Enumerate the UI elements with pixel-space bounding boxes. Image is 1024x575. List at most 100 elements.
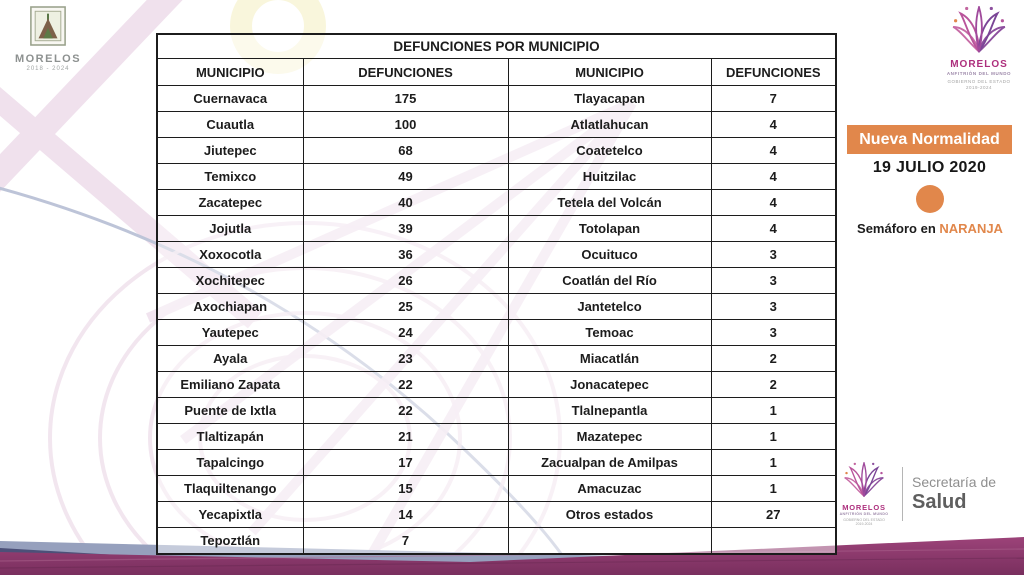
semaforo-value: NARANJA — [939, 221, 1003, 236]
municipio-cell: Cuernavaca — [156, 85, 304, 112]
defunciones-cell: 4 — [710, 215, 837, 242]
brand-gov-line: GOBIERNO DEL ESTADO — [947, 79, 1011, 84]
defunciones-cell: 24 — [302, 319, 509, 346]
brand-name: MORELOS — [950, 59, 1008, 70]
defunciones-cell: 21 — [302, 423, 509, 450]
table-title-row: DEFUNCIONES POR MUNICIPIO — [156, 33, 837, 59]
table-row: Zacatepec 40 Tetela del Volcán 4 — [156, 189, 837, 216]
morelos-brand-logo-footer: MORELOS ANFITRIÓN DEL MUNDO GOBIERNO DEL… — [835, 460, 893, 526]
municipio-cell: Zacualpan de Amilpas — [507, 449, 712, 476]
defunciones-cell: 100 — [302, 111, 509, 138]
col-header-municipio-left: MUNICIPIO — [156, 58, 304, 86]
municipio-cell: Ocuituco — [507, 241, 712, 268]
secretariat-line2: Salud — [912, 491, 967, 513]
municipio-cell: Temoac — [507, 319, 712, 346]
defunciones-cell: 17 — [302, 449, 509, 476]
table-row: Tepoztlán 7 — [156, 527, 837, 555]
table-row: Yautepec 24 Temoac 3 — [156, 319, 837, 346]
municipio-cell: Xoxocotla — [156, 241, 304, 268]
municipio-cell: Otros estados — [507, 501, 712, 528]
municipio-cell: Tlalnepantla — [507, 397, 712, 424]
municipio-cell: Miacatlán — [507, 345, 712, 372]
defunciones-cell: 49 — [302, 163, 509, 190]
defunciones-cell: 22 — [302, 371, 509, 398]
municipio-cell: Axochiapan — [156, 293, 304, 320]
municipio-cell: Jonacatepec — [507, 371, 712, 398]
municipio-cell: Tapalcingo — [156, 449, 304, 476]
municipio-cell — [507, 527, 712, 555]
municipio-cell: Coatetelco — [507, 137, 712, 164]
municipio-cell: Tlaltizapán — [156, 423, 304, 450]
defunciones-cell: 1 — [710, 449, 837, 476]
defunciones-cell: 2 — [710, 345, 837, 372]
municipio-cell: Jantetelco — [507, 293, 712, 320]
municipio-cell: Zacatepec — [156, 189, 304, 216]
municipio-cell: Tetela del Volcán — [507, 189, 712, 216]
defunciones-cell: 39 — [302, 215, 509, 242]
municipio-cell: Jiutepec — [156, 137, 304, 164]
defunciones-cell: 175 — [302, 85, 509, 112]
defunciones-cell: 3 — [710, 241, 837, 268]
municipio-cell: Xochitepec — [156, 267, 304, 294]
municipio-cell: Jojutla — [156, 215, 304, 242]
table-row: Xochitepec 26 Coatlán del Río 3 — [156, 267, 837, 294]
state-seal-name: MORELOS — [14, 53, 82, 65]
secretaria-salud-logo: MORELOS ANFITRIÓN DEL MUNDO GOBIERNO DEL… — [835, 460, 997, 526]
brand-name: MORELOS — [842, 503, 886, 512]
defunciones-cell: 40 — [302, 189, 509, 216]
brand-years: 2019-2024 — [965, 85, 993, 90]
brand-years: 2019-2024 — [855, 522, 873, 526]
defunciones-cell: 4 — [710, 163, 837, 190]
state-seal-icon — [30, 6, 66, 46]
brand-tagline: ANFITRIÓN DEL MUNDO — [839, 512, 889, 516]
municipio-cell: Puente de Ixtla — [156, 397, 304, 424]
state-seal-logo: MORELOS 2018 - 2024 — [12, 5, 84, 72]
table-row: Tlaquiltenango 15 Amacuzac 1 — [156, 475, 837, 502]
table-row: Temixco 49 Huitzilac 4 — [156, 163, 837, 190]
col-header-municipio-right: MUNICIPIO — [507, 58, 712, 86]
state-seal-years: 2018 - 2024 — [26, 66, 70, 72]
defunciones-cell: 3 — [710, 319, 837, 346]
municipio-cell: Temixco — [156, 163, 304, 190]
municipio-cell: Cuautla — [156, 111, 304, 138]
defunciones-cell: 26 — [302, 267, 509, 294]
morelos-brand-logo-top: MORELOS ANFITRIÓN DEL MUNDO GOBIERNO DEL… — [938, 4, 1020, 90]
nueva-normalidad-banner: Nueva Normalidad — [847, 125, 1012, 154]
table-row: Tlaltizapán 21 Mazatepec 1 — [156, 423, 837, 450]
semaforo-status-circle — [916, 185, 944, 213]
municipio-cell: Tlayacapan — [507, 85, 712, 112]
municipio-cell: Coatlán del Río — [507, 267, 712, 294]
municipio-cell: Ayala — [156, 345, 304, 372]
defunciones-cell: 23 — [302, 345, 509, 372]
secretariat-line1: Secretaría de — [912, 474, 997, 490]
lotus-flower-icon — [844, 460, 884, 497]
defunciones-cell: 4 — [710, 189, 837, 216]
semaforo-label: Semáforo en NARANJA — [835, 221, 1024, 236]
defunciones-cell: 25 — [302, 293, 509, 320]
defunciones-cell: 7 — [710, 85, 837, 112]
table-body: Cuernavaca 175 Tlayacapan 7 Cuautla 100 … — [156, 85, 837, 555]
defunciones-cell: 7 — [302, 527, 509, 555]
defunciones-cell — [710, 527, 837, 555]
table-row: Tapalcingo 17 Zacualpan de Amilpas 1 — [156, 449, 837, 476]
brand-gov-line: GOBIERNO DEL ESTADO — [843, 518, 885, 522]
table-row: Emiliano Zapata 22 Jonacatepec 2 — [156, 371, 837, 398]
defunciones-cell: 27 — [710, 501, 837, 528]
report-date: 19 JULIO 2020 — [872, 159, 987, 176]
table-row: Jiutepec 68 Coatetelco 4 — [156, 137, 837, 164]
table-row: Puente de Ixtla 22 Tlalnepantla 1 — [156, 397, 837, 424]
table-row: Cuernavaca 175 Tlayacapan 7 — [156, 85, 837, 112]
col-header-defunciones-left: DEFUNCIONES — [302, 58, 509, 86]
defunciones-cell: 14 — [302, 501, 509, 528]
semaforo-prefix: Semáforo en — [857, 221, 940, 236]
col-header-defunciones-right: DEFUNCIONES — [710, 58, 837, 86]
municipio-cell: Atlatlahucan — [507, 111, 712, 138]
table-row: Jojutla 39 Totolapan 4 — [156, 215, 837, 242]
table-row: Cuautla 100 Atlatlahucan 4 — [156, 111, 837, 138]
municipio-cell: Huitzilac — [507, 163, 712, 190]
municipio-cell: Emiliano Zapata — [156, 371, 304, 398]
table-header-row: MUNICIPIO DEFUNCIONES MUNICIPIO DEFUNCIO… — [156, 58, 837, 86]
municipio-cell: Yecapixtla — [156, 501, 304, 528]
municipio-cell: Amacuzac — [507, 475, 712, 502]
defunciones-cell: 4 — [710, 137, 837, 164]
